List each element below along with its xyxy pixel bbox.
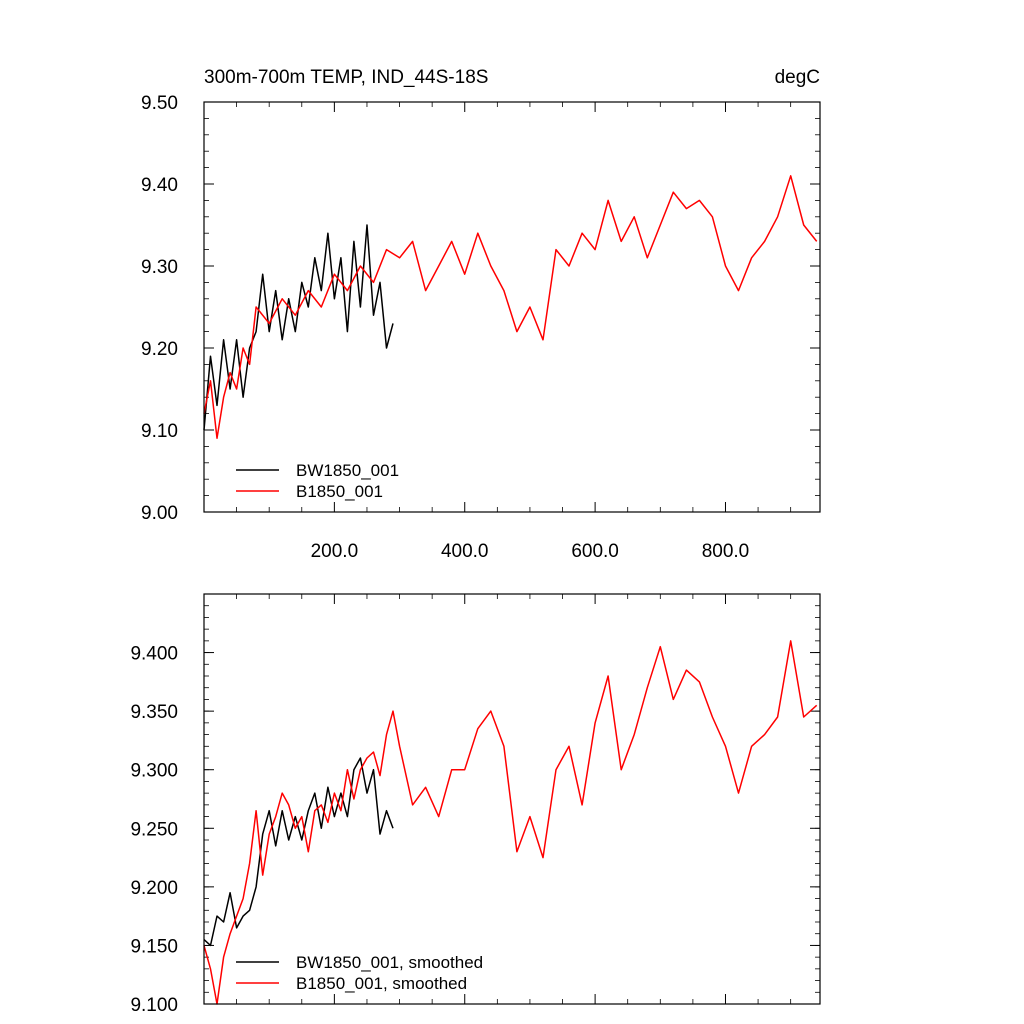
top-series-line-0 [203, 224, 394, 431]
top-series-line-1 [203, 175, 818, 439]
top-panel: 300m-700m TEMP, IND_44S-18S degC 9.00 9.1… [141, 67, 821, 562]
top-y-tick-label: 9.00 [141, 503, 178, 524]
top-legend-label-b1850: B1850_001 [296, 482, 383, 501]
bottom-series-line-0 [203, 757, 394, 947]
top-y-tick-label: 9.30 [141, 257, 178, 278]
bottom-y-tick-label: 9.100 [130, 995, 178, 1016]
top-x-tick-label: 400.0 [441, 541, 489, 562]
bottom-y-tick-labels: 9.100 9.150 9.200 9.250 9.300 9.350 9.400 [130, 644, 178, 1016]
top-y-tick-label: 9.10 [141, 421, 178, 442]
bottom-y-tick-label: 9.250 [130, 819, 178, 840]
top-y-tick-labels: 9.00 9.10 9.20 9.30 9.40 9.50 [141, 93, 178, 524]
top-axis-ticks [203, 101, 820, 513]
top-x-tick-label: 200.0 [311, 541, 359, 562]
bottom-series-line-1 [203, 640, 818, 1005]
top-legend-label-bw1850: BW1850_001 [296, 461, 399, 480]
top-chart-units: degC [775, 67, 820, 88]
top-series-lines [203, 175, 818, 439]
bottom-y-tick-label: 9.300 [130, 761, 178, 782]
top-legend: BW1850_001 B1850_001 [236, 461, 399, 501]
bottom-series-lines [203, 640, 818, 1005]
bottom-legend-label-b1850: B1850_001, smoothed [296, 974, 467, 993]
top-y-tick-label: 9.50 [141, 93, 178, 114]
top-plot-frame [203, 101, 821, 513]
top-y-tick-label: 9.40 [141, 175, 178, 196]
bottom-y-tick-label: 9.350 [130, 702, 178, 723]
bottom-y-tick-label: 9.150 [130, 936, 178, 957]
bottom-plot-frame [203, 593, 821, 1005]
bottom-legend: BW1850_001, smoothed B1850_001, smoothed [236, 953, 483, 993]
bottom-legend-label-bw1850: BW1850_001, smoothed [296, 953, 483, 972]
top-x-tick-label: 800.0 [702, 541, 750, 562]
bottom-y-tick-label: 9.400 [130, 644, 178, 665]
top-y-tick-label: 9.20 [141, 339, 178, 360]
bottom-axis-ticks [203, 593, 820, 1005]
bottom-panel: 9.100 9.150 9.200 9.250 9.300 9.350 9.400 BW18… [130, 593, 821, 1016]
bottom-y-tick-label: 9.200 [130, 878, 178, 899]
top-x-tick-label: 600.0 [571, 541, 619, 562]
top-chart-title: 300m-700m TEMP, IND_44S-18S [204, 67, 488, 88]
top-x-tick-labels: 200.0 400.0 600.0 800.0 [311, 541, 750, 562]
